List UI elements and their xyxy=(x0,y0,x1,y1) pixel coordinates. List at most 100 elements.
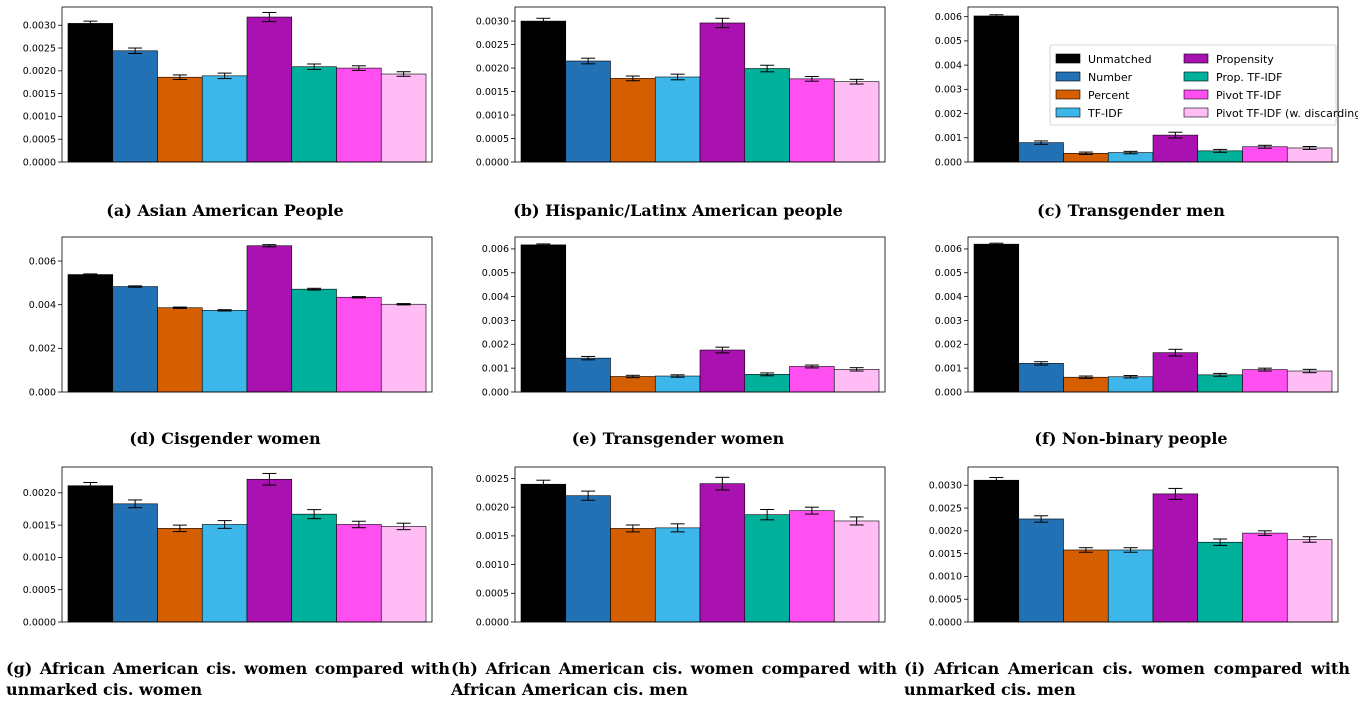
chart-e-errorbar-1 xyxy=(581,355,596,361)
chart-a-bar-5 xyxy=(291,66,337,163)
chart-d-bar-1 xyxy=(112,286,158,393)
chart-a-errorbar-0 xyxy=(83,20,98,27)
chart-a: 0.0000 0.0005 0.0010 0.0015 0.0020 0.0025 0.00… xyxy=(23,6,433,168)
chart-c-legend-swatch-6 xyxy=(1183,89,1209,100)
chart-d-errorbar-1 xyxy=(128,285,143,288)
chart-c-errorbar-5 xyxy=(1213,148,1228,153)
chart-f-errorbar-0 xyxy=(989,242,1004,246)
chart-i-bar-7 xyxy=(1286,539,1333,623)
chart-b-ytick-label-3: 0.0015 xyxy=(476,87,509,98)
chart-d-errorbar-7 xyxy=(396,303,411,306)
chart-d-frame xyxy=(61,236,433,393)
chart-b-ytick-label-4: 0.0020 xyxy=(476,63,509,74)
chart-b-ytick-label-0: 0.0000 xyxy=(476,157,509,168)
chart-e-bar-2 xyxy=(610,376,656,393)
chart-h-bar-3 xyxy=(654,527,701,623)
chart-i-errorbar-1 xyxy=(1034,515,1049,523)
chart-h-bar-6 xyxy=(789,510,835,623)
caption-f: (f) Non-binary people xyxy=(1034,429,1228,448)
chart-b-frame xyxy=(514,6,886,163)
chart-c-errorbar-1 xyxy=(1034,140,1049,145)
chart-c-legend-swatch-4 xyxy=(1183,53,1209,64)
chart-a-ytick-label-0: 0.0000 xyxy=(23,157,56,168)
chart-e-ytick-label-0: 0.000 xyxy=(482,387,509,398)
chart-c-legend-label-7: Pivot TF-IDF (w. discarding) xyxy=(1216,107,1358,120)
chart-g-errorbar-2 xyxy=(172,524,187,533)
chart-h-bar-2 xyxy=(610,528,656,623)
chart-a-bar-7 xyxy=(380,73,427,163)
caption-e: (e) Transgender women xyxy=(571,429,785,448)
chart-a-errorbar-7 xyxy=(396,71,411,77)
chart-c-ytick-label-1: 0.001 xyxy=(935,133,962,144)
chart-f-ytick-label-2: 0.002 xyxy=(935,340,962,351)
chart-b-bar-5 xyxy=(744,68,790,163)
chart-d-ytick-label-1: 0.002 xyxy=(29,344,56,355)
chart-b-errorbar-5 xyxy=(760,64,775,73)
chart-d-bar-5 xyxy=(291,288,337,393)
chart-e-ytick-label-1: 0.001 xyxy=(482,363,509,374)
chart-d-bar-7 xyxy=(380,303,427,393)
chart-g-bar-7 xyxy=(380,526,427,623)
chart-a-bar-6 xyxy=(336,67,382,163)
chart-i-errorbar-7 xyxy=(1302,536,1317,543)
chart-a-frame xyxy=(61,6,433,163)
chart-c-frame xyxy=(967,6,1339,163)
chart-g-bar-1 xyxy=(112,503,158,623)
chart-d: 0.000 0.002 0.004 0.006 xyxy=(29,236,433,398)
chart-i-bar-0 xyxy=(973,479,1020,623)
chart-i-bar-5 xyxy=(1197,541,1243,623)
caption-d: (d) Cisgender women xyxy=(129,429,321,448)
chart-b-errorbar-4 xyxy=(715,17,730,29)
chart-i-errorbar-6 xyxy=(1257,530,1272,536)
chart-e-bar-0 xyxy=(520,244,567,393)
chart-c-legend-label-6: Pivot TF-IDF xyxy=(1216,89,1282,102)
chart-a-ytick-label-4: 0.0020 xyxy=(23,66,56,77)
chart-c-ytick-label-5: 0.005 xyxy=(935,36,962,47)
chart-h-bar-5 xyxy=(744,514,790,623)
chart-a-bar-1 xyxy=(112,50,158,163)
chart-e-errorbar-6 xyxy=(804,364,819,369)
chart-b-errorbar-6 xyxy=(804,76,819,82)
chart-i-ytick-label-1: 0.0005 xyxy=(929,595,962,606)
chart-i-ytick-label-6: 0.0030 xyxy=(929,481,962,492)
caption-a: (a) Asian American People xyxy=(106,201,344,220)
chart-f-ytick-label-4: 0.004 xyxy=(935,292,962,303)
chart-e-errorbar-3 xyxy=(670,374,685,378)
chart-i: 0.0000 0.0005 0.0010 0.0015 0.0020 0.0025 0.00… xyxy=(929,466,1339,628)
chart-f-errorbar-2 xyxy=(1078,375,1093,379)
chart-e-errorbar-5 xyxy=(760,372,775,377)
chart-g-ytick-label-1: 0.0005 xyxy=(23,585,56,596)
chart-c-legend-swatch-3 xyxy=(1055,107,1081,118)
chart-d-bar-2 xyxy=(157,307,203,393)
chart-c-legend-swatch-0 xyxy=(1055,53,1081,64)
chart-i-errorbar-2 xyxy=(1078,547,1093,553)
chart-a-errorbar-5 xyxy=(307,63,322,70)
chart-c-bar-7 xyxy=(1286,147,1333,163)
chart-b-ytick-label-1: 0.0005 xyxy=(476,134,509,145)
chart-b-errorbar-0 xyxy=(536,17,551,25)
chart-i-errorbar-3 xyxy=(1123,547,1138,553)
chart-f-ytick-label-5: 0.005 xyxy=(935,268,962,279)
chart-b-errorbar-7 xyxy=(849,78,864,85)
chart-f-errorbar-7 xyxy=(1302,368,1317,374)
chart-f-bar-4 xyxy=(1152,352,1199,393)
chart-c-legend-label-5: Prop. TF-IDF xyxy=(1216,71,1282,84)
chart-b-bar-6 xyxy=(789,78,835,163)
chart-e-frame xyxy=(514,236,886,393)
chart-h: 0.0000 0.0005 0.0010 0.0015 0.0020 0.0025 xyxy=(476,466,886,628)
chart-a-bar-2 xyxy=(157,76,203,163)
chart-b-errorbar-1 xyxy=(581,57,596,65)
chart-i-ytick-label-0: 0.0000 xyxy=(929,617,962,628)
chart-h-ytick-label-1: 0.0005 xyxy=(476,589,509,600)
chart-g-errorbar-4 xyxy=(262,472,277,486)
chart-c-bar-4 xyxy=(1152,134,1199,163)
chart-c: 0.000 0.001 0.002 0.003 0.004 0.005 0.006 Unmat… xyxy=(935,6,1358,168)
chart-e-bar-3 xyxy=(654,375,701,393)
chart-i-errorbar-5 xyxy=(1213,538,1228,546)
chart-c-legend-label-0: Unmatched xyxy=(1088,53,1152,66)
chart-e-bar-7 xyxy=(833,369,880,393)
chart-g-bar-3 xyxy=(201,524,248,623)
chart-f-errorbar-5 xyxy=(1213,372,1228,377)
chart-g-errorbar-0 xyxy=(83,482,98,490)
